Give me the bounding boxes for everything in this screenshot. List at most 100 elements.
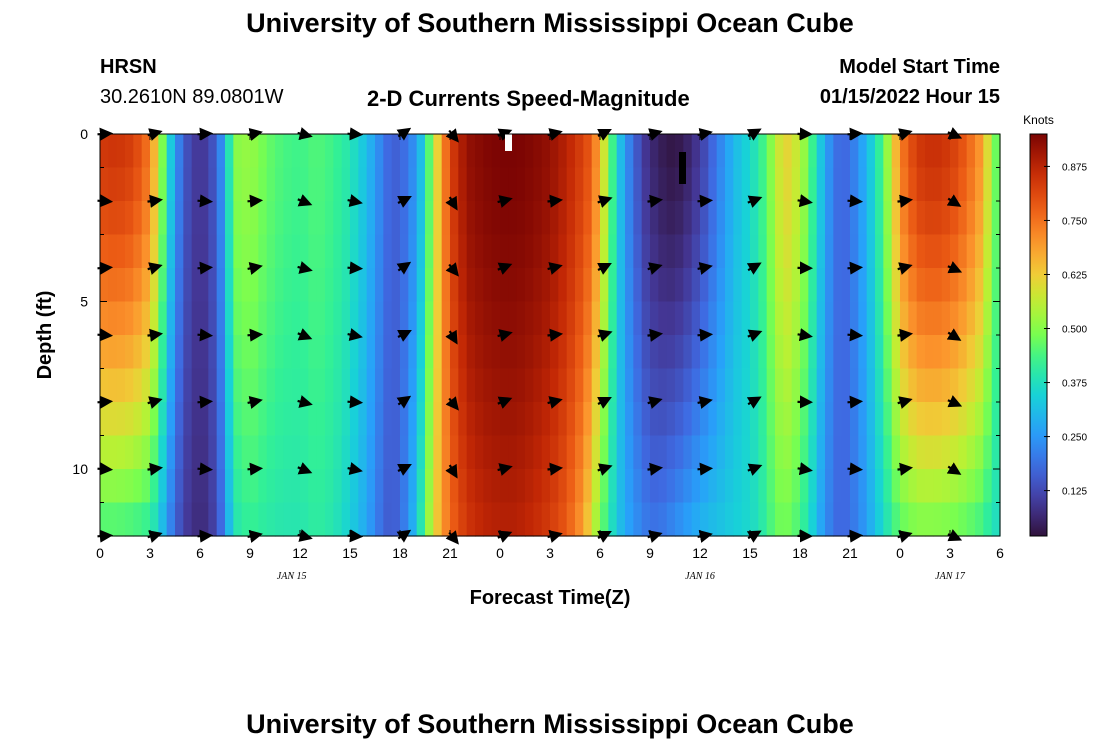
heatmap-cell [950, 469, 959, 504]
heatmap-cell [900, 502, 909, 537]
heatmap-cell [225, 134, 234, 169]
heatmap-cell [666, 368, 676, 403]
heatmap-cell [466, 301, 476, 336]
heatmap-cell [850, 201, 859, 236]
heatmap-cell [950, 502, 959, 537]
heatmap-cell [900, 268, 909, 303]
heatmap-cell [916, 469, 926, 504]
heatmap-cell [500, 201, 509, 236]
heatmap-cell [966, 368, 976, 403]
heatmap-cell [575, 335, 584, 370]
heatmap-cell [616, 402, 626, 437]
heatmap-cell [208, 268, 218, 303]
heatmap-cell [283, 502, 293, 537]
heatmap-cell [450, 435, 459, 470]
heatmap-cell [766, 268, 776, 303]
heatmap-cell [291, 167, 301, 202]
heatmap-cell [658, 469, 668, 504]
heatmap-cell [658, 301, 668, 336]
current-vector-arrow [946, 194, 962, 207]
heatmap-cell [500, 435, 509, 470]
heatmap-cell [458, 234, 468, 269]
heatmap-cell [208, 435, 218, 470]
heatmap-cell [841, 335, 851, 370]
heatmap-cell [175, 268, 184, 303]
chart-title-bottom: University of Southern Mississippi Ocean… [246, 709, 854, 739]
heatmap-cell [916, 402, 926, 437]
heatmap-cell [908, 469, 918, 504]
heatmap-cell [300, 201, 309, 236]
heatmap-cell [241, 234, 251, 269]
heatmap-cell [225, 502, 234, 537]
heatmap-cell [608, 368, 618, 403]
heatmap-cell [366, 201, 376, 236]
heatmap-cell [991, 268, 1001, 303]
heatmap-cell [591, 167, 601, 202]
heatmap-cell [125, 167, 134, 202]
heatmap-cell [316, 502, 326, 537]
heatmap-cell [225, 301, 234, 336]
heatmap-cell [233, 201, 243, 236]
heatmap-cell [841, 402, 851, 437]
heatmap-cell [525, 268, 534, 303]
heatmap-cell [358, 402, 368, 437]
heatmap-cell [775, 335, 784, 370]
heatmap-cell [425, 234, 434, 269]
heatmap-cell [175, 234, 184, 269]
heatmap-cell [391, 234, 401, 269]
heatmap-cell [583, 502, 593, 537]
heatmap-cell [650, 435, 659, 470]
heatmap-cell [558, 435, 568, 470]
heatmap-cell [158, 335, 168, 370]
heatmap-cell [350, 469, 359, 504]
heatmap-cell [433, 134, 443, 169]
heatmap-cell [375, 268, 384, 303]
heatmap-cell [500, 335, 509, 370]
heatmap-cell [133, 134, 143, 169]
heatmap-cell [925, 402, 934, 437]
heatmap-cell [400, 134, 409, 169]
heatmap-cell [933, 167, 943, 202]
heatmap-cell [100, 368, 109, 403]
heatmap-cell [825, 435, 834, 470]
heatmap-cell [250, 134, 259, 169]
heatmap-cell [333, 469, 343, 504]
heatmap-cell [766, 368, 776, 403]
heatmap-cell [266, 335, 276, 370]
heatmap-cell [191, 469, 201, 504]
heatmap-cell [325, 469, 334, 504]
heatmap-cell [375, 234, 384, 269]
heatmap-cell [283, 268, 293, 303]
heatmap-cell [191, 368, 201, 403]
heatmap-cell [158, 268, 168, 303]
heatmap-cell [258, 134, 268, 169]
heatmap-cell [633, 167, 643, 202]
heatmap-cell [325, 402, 334, 437]
heatmap-cell [891, 301, 901, 336]
heatmap-cell [958, 301, 968, 336]
heatmap-cell [858, 134, 868, 169]
heatmap-cell [175, 368, 184, 403]
heatmap-cell [841, 167, 851, 202]
heatmap-cell [525, 435, 534, 470]
heatmap-cell [258, 469, 268, 504]
heatmap-cell [875, 368, 884, 403]
heatmap-cell [116, 469, 126, 504]
heatmap-cell [625, 268, 634, 303]
heatmap-cell [200, 502, 209, 537]
heatmap-cell [458, 134, 468, 169]
heatmap-cell [733, 134, 743, 169]
heatmap-cell [825, 201, 834, 236]
heatmap-cell [141, 335, 151, 370]
heatmap-cell [708, 167, 718, 202]
heatmap-cell [150, 335, 159, 370]
heatmap-cell [741, 201, 751, 236]
current-vector-arrow [445, 396, 459, 411]
heatmap-cell [666, 301, 676, 336]
heatmap-cell [766, 335, 776, 370]
heatmap-cell [483, 335, 493, 370]
heatmap-cell [425, 402, 434, 437]
heatmap-cell [683, 134, 693, 169]
heatmap-cell [733, 469, 743, 504]
current-vector-arrow [547, 328, 564, 342]
